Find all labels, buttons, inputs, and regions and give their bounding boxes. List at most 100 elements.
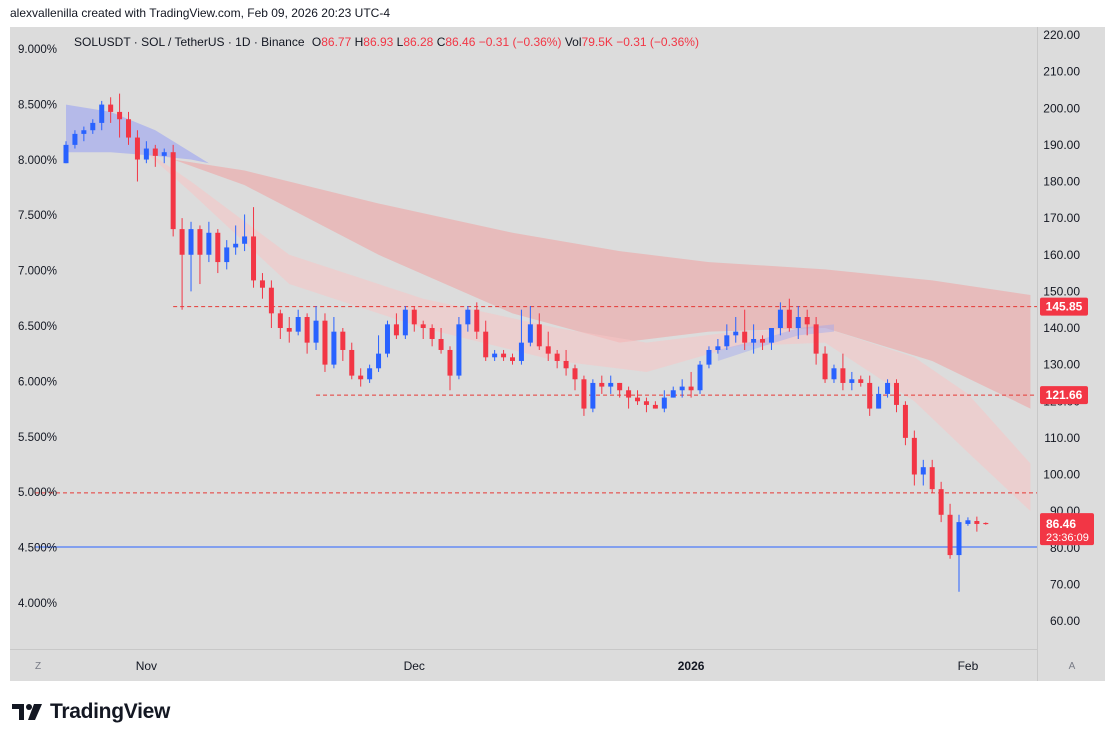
candle-body-52 xyxy=(527,324,533,343)
candle-body-43 xyxy=(447,349,453,376)
candle-body-82 xyxy=(795,317,801,328)
legend-high-label: H xyxy=(354,35,364,49)
legend-open-label: O xyxy=(311,35,322,49)
candle-body-51 xyxy=(518,342,524,361)
candle-body-60 xyxy=(599,382,605,387)
symbol-legend[interactable]: SOLUSDT · SOL / TetherUS · 1D · Binance … xyxy=(74,35,699,49)
candle-body-61 xyxy=(608,382,614,387)
candle-body-49 xyxy=(501,353,507,358)
right-axis-tick-6: 160.00 xyxy=(1043,248,1080,262)
candle-body-31 xyxy=(340,331,346,350)
candle-body-62 xyxy=(617,382,623,391)
candle-body-88 xyxy=(849,379,855,383)
candlestick-chart[interactable]: 220.00 210.00 200.00 190.00 180.00 170.00 160.… xyxy=(10,27,1105,681)
right-axis-tick-5: 170.00 xyxy=(1043,211,1080,225)
right-axis-tick-12: 100.00 xyxy=(1043,468,1080,482)
left-axis-tick-0: 9.000% xyxy=(18,44,57,56)
right-axis-tick-8: 140.00 xyxy=(1043,321,1080,335)
candle-body-19 xyxy=(233,243,239,248)
candle-body-72 xyxy=(706,349,712,365)
candle-body-27 xyxy=(304,317,310,343)
candle-body-47 xyxy=(483,331,489,358)
candle-body-4 xyxy=(99,104,105,123)
candle-body-2 xyxy=(81,130,87,134)
candle-body-66 xyxy=(652,404,658,409)
right-axis-tick-4: 180.00 xyxy=(1043,175,1080,189)
candle-body-37 xyxy=(393,324,399,336)
left-axis-tick-9: 4.500% xyxy=(18,543,57,555)
candle-body-77 xyxy=(751,338,757,343)
candle-body-22 xyxy=(259,280,265,288)
legend-symbol[interactable]: SOLUSDT · SOL / TetherUS · 1D · Binance xyxy=(74,35,305,49)
candle-body-15 xyxy=(197,229,203,255)
candle-body-24 xyxy=(277,313,283,328)
candle-body-28 xyxy=(313,320,319,343)
candle-body-9 xyxy=(143,148,149,160)
candle-body-23 xyxy=(268,287,274,314)
legend-low-label: L xyxy=(396,35,404,49)
candle-body-34 xyxy=(367,368,373,380)
candle-body-94 xyxy=(902,404,908,438)
candle-body-29 xyxy=(322,320,328,365)
candle-body-14 xyxy=(188,229,194,255)
candle-body-38 xyxy=(402,309,408,336)
brand-name: TradingView xyxy=(50,700,171,723)
log-scale-toggle[interactable]: Z xyxy=(34,661,42,672)
candle-body-35 xyxy=(376,353,382,369)
last-price-bg xyxy=(1040,513,1094,546)
candle-body-91 xyxy=(876,393,882,409)
price-tag-bg-1 xyxy=(1040,386,1088,405)
candle-body-10 xyxy=(152,148,158,156)
legend-volume-label: Vol xyxy=(564,35,582,49)
candle-body-18 xyxy=(224,247,230,263)
candle-body-8 xyxy=(134,137,140,160)
legend-change: −0.31 (−0.36%) xyxy=(478,35,562,49)
chart-header: alexvallenilla created with TradingView.… xyxy=(10,6,390,20)
auto-scale-toggle[interactable]: A xyxy=(1068,661,1076,672)
candle-body-70 xyxy=(688,386,694,391)
candle-body-36 xyxy=(384,324,390,354)
candle-body-20 xyxy=(242,236,248,244)
left-axis-tick-1: 8.500% xyxy=(18,99,57,111)
candle-body-98 xyxy=(938,489,944,515)
left-axis-tick-10: 4.000% xyxy=(18,598,57,610)
left-axis-tick-6: 6.000% xyxy=(18,376,57,388)
right-axis-tick-16: 60.00 xyxy=(1050,614,1080,628)
candle-body-97 xyxy=(929,467,935,490)
candle-body-25 xyxy=(286,328,292,332)
price-tag-bg-0 xyxy=(1040,297,1088,316)
left-axis-tick-3: 7.500% xyxy=(18,210,57,222)
candle-body-85 xyxy=(822,353,828,380)
candle-body-11 xyxy=(161,152,167,156)
candle-body-93 xyxy=(893,382,899,405)
candle-body-41 xyxy=(429,328,435,339)
left-axis-tick-7: 5.500% xyxy=(18,432,57,444)
candle-body-63 xyxy=(626,390,632,398)
candle-body-44 xyxy=(456,324,462,376)
candle-body-5 xyxy=(108,104,114,112)
candle-body-65 xyxy=(643,401,649,405)
right-axis-tick-15: 70.00 xyxy=(1050,577,1080,591)
legend-close-value: 86.46 xyxy=(445,35,476,49)
candle-body-69 xyxy=(679,386,685,391)
candle-body-33 xyxy=(358,375,364,380)
candle-body-103 xyxy=(983,522,989,525)
candle-body-53 xyxy=(536,324,542,347)
candle-body-17 xyxy=(215,232,221,263)
candle-body-30 xyxy=(331,331,337,365)
countdown-label: 23:36:09 xyxy=(1046,532,1089,544)
candle-body-39 xyxy=(411,309,417,325)
candle-body-87 xyxy=(840,368,846,383)
candle-body-58 xyxy=(581,379,587,409)
candle-body-1 xyxy=(72,133,78,145)
price-tag-1: 121.66 xyxy=(1046,388,1083,402)
candle-body-32 xyxy=(349,349,355,376)
right-axis-tick-2: 200.00 xyxy=(1043,101,1080,115)
footer-brand: TradingView xyxy=(12,700,170,724)
candle-body-71 xyxy=(697,364,703,391)
candle-body-90 xyxy=(867,382,873,409)
right-axis-tick-1: 210.00 xyxy=(1043,65,1080,79)
candle-body-16 xyxy=(206,232,212,255)
candle-body-96 xyxy=(920,467,926,475)
right-axis-tick-0: 220.00 xyxy=(1043,28,1080,42)
